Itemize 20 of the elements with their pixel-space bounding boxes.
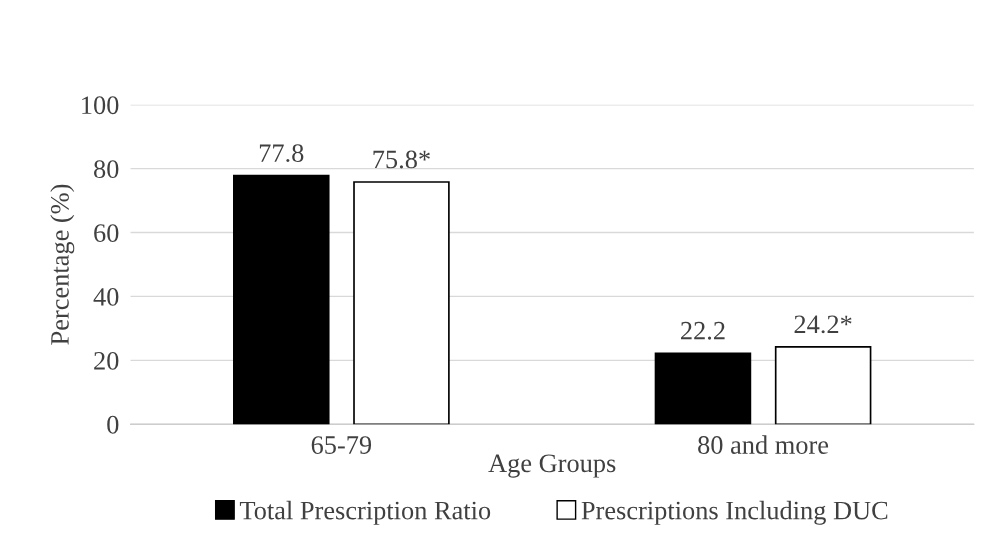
legend-label: Prescriptions Including DUC	[581, 500, 888, 525]
x-tick-label: 80 and more	[698, 435, 829, 454]
y-tick-label: 60	[94, 224, 119, 242]
y-tick-label: 20	[94, 351, 119, 370]
y-tick-label: 40	[93, 288, 119, 306]
x-tick-label: 65-79	[311, 436, 372, 454]
y-tick-label: 100	[82, 96, 119, 115]
y-axis-title: Percentage (%)	[50, 184, 75, 345]
data-label: 22.2	[681, 321, 725, 340]
bar	[654, 352, 752, 425]
data-label: 75.8*	[373, 150, 430, 169]
bar	[232, 174, 330, 425]
bar	[774, 346, 872, 425]
y-tick-label: 0	[107, 415, 119, 434]
x-axis-title: Age Groups	[488, 454, 616, 478]
legend-label: Total Prescription Ratio	[239, 500, 491, 525]
data-label: 77.8	[259, 144, 304, 163]
bar	[353, 181, 450, 425]
data-label: 24.2*	[794, 315, 852, 334]
y-tick-label: 80	[94, 160, 119, 179]
